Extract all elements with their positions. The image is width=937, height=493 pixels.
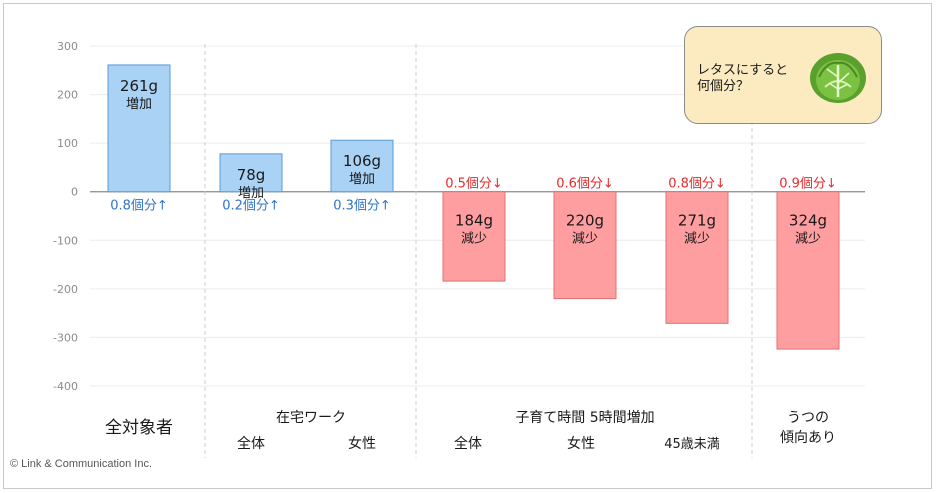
bar-sub-label: 増加	[126, 97, 152, 112]
bar	[107, 64, 171, 193]
bar-value-label: 184g	[455, 212, 493, 230]
bar-sub-label: 減少	[684, 231, 710, 247]
category-label: 傾向あり	[780, 430, 836, 446]
bar-sub-label: 増加	[349, 172, 375, 187]
bar	[219, 153, 283, 193]
y-tick-label: -400	[53, 380, 78, 393]
bar-note: 0.8個分↑	[110, 199, 168, 214]
subcategory-label: 女性	[348, 435, 376, 452]
subcategory-label: 全体	[454, 435, 482, 452]
category-label: 在宅ワーク	[276, 410, 346, 426]
y-tick-label: -100	[53, 234, 78, 247]
bar-value-label: 271g	[678, 212, 716, 230]
callout-text: レタスにすると 何個分？	[697, 63, 788, 95]
bar	[665, 191, 729, 324]
bar-note: 0.9個分↓	[779, 177, 837, 192]
bar-note: 0.3個分↑	[333, 199, 391, 214]
bar-note: 0.8個分↓	[668, 177, 726, 192]
y-tick-label: -300	[53, 331, 78, 344]
bar-note: 0.6個分↓	[556, 177, 614, 192]
lettuce-icon	[810, 53, 866, 103]
bar-sub-label: 増加	[238, 186, 264, 201]
bar	[553, 191, 617, 300]
bar-value-label: 106g	[343, 152, 381, 170]
bar	[442, 191, 506, 282]
subcategory-label: 45歳未満	[664, 437, 720, 452]
category-label: うつの	[787, 410, 829, 426]
callout-line-1: レタスにすると	[697, 63, 789, 78]
bar-sub-label: 減少	[795, 231, 821, 247]
subcategory-label: 全体	[237, 435, 265, 452]
y-tick-label: 0	[71, 186, 78, 199]
y-tick-label: 200	[57, 89, 78, 102]
y-tick-label: -200	[53, 283, 78, 296]
copyright: © Link & Communication Inc.	[10, 458, 152, 470]
bar-value-label: 261g	[120, 77, 158, 95]
bar-note: 0.5個分↓	[445, 177, 503, 192]
category-label: 全対象者	[105, 418, 173, 438]
bar-sub-label: 減少	[572, 231, 598, 247]
bar-value-label: 324g	[789, 212, 827, 230]
bar	[776, 191, 840, 350]
y-tick-label: 100	[57, 137, 78, 150]
bar-note: 0.2個分↑	[222, 199, 280, 214]
bar-value-label: 78g	[237, 166, 266, 184]
bar-value-label: 220g	[566, 212, 604, 230]
category-label: 子育て時間 5時間増加	[515, 410, 654, 426]
bar	[330, 139, 394, 193]
subcategory-label: 女性	[567, 435, 595, 452]
lettuce-callout: レタスにすると 何個分？	[684, 26, 882, 124]
callout-line-2: 何個分？	[697, 79, 750, 94]
bar-sub-label: 減少	[461, 231, 487, 247]
y-tick-label: 300	[57, 40, 78, 53]
